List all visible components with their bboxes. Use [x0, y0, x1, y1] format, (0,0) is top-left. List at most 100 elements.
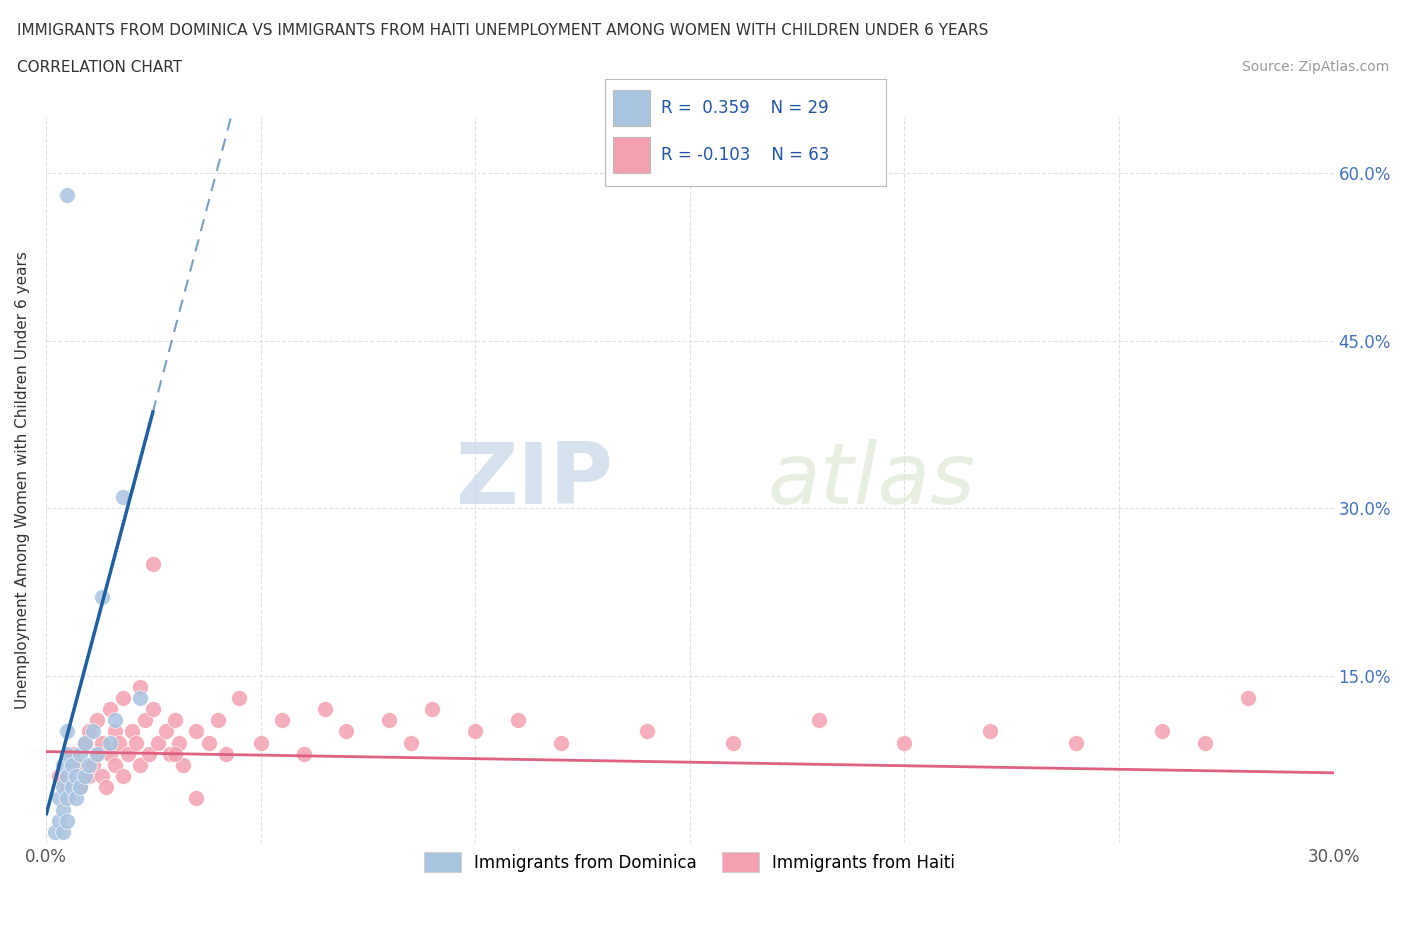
- Point: [215, 747, 238, 762]
- Point: [104, 758, 127, 773]
- Y-axis label: Unemployment Among Women with Children Under 6 years: Unemployment Among Women with Children U…: [15, 251, 30, 710]
- Point: [172, 758, 194, 773]
- Point: [104, 724, 127, 739]
- Point: [335, 724, 357, 739]
- Text: CORRELATION CHART: CORRELATION CHART: [17, 60, 181, 75]
- Point: [159, 747, 181, 762]
- Text: R =  0.359    N = 29: R = 0.359 N = 29: [661, 99, 828, 117]
- Point: [44, 825, 66, 840]
- Point: [112, 489, 135, 504]
- Point: [155, 724, 177, 739]
- Point: [56, 780, 79, 795]
- Point: [121, 724, 143, 739]
- Point: [77, 758, 100, 773]
- Point: [108, 736, 131, 751]
- Point: [56, 791, 79, 806]
- Text: Source: ZipAtlas.com: Source: ZipAtlas.com: [1241, 60, 1389, 74]
- Point: [52, 758, 75, 773]
- Point: [48, 769, 70, 784]
- Point: [60, 780, 83, 795]
- Point: [90, 590, 112, 604]
- Point: [167, 736, 190, 751]
- Point: [77, 724, 100, 739]
- Point: [893, 736, 915, 751]
- Point: [125, 736, 148, 751]
- Point: [65, 791, 87, 806]
- Point: [56, 724, 79, 739]
- Point: [399, 736, 422, 751]
- Text: ZIP: ZIP: [454, 439, 613, 522]
- Point: [271, 713, 294, 728]
- Point: [82, 724, 104, 739]
- Point: [69, 780, 91, 795]
- Point: [82, 758, 104, 773]
- Point: [721, 736, 744, 751]
- Point: [98, 747, 121, 762]
- Point: [112, 691, 135, 706]
- Point: [636, 724, 658, 739]
- Point: [207, 713, 229, 728]
- Legend: Immigrants from Dominica, Immigrants from Haiti: Immigrants from Dominica, Immigrants fro…: [418, 845, 962, 879]
- Point: [1064, 736, 1087, 751]
- Point: [198, 736, 221, 751]
- Point: [77, 769, 100, 784]
- Point: [73, 769, 96, 784]
- Text: R = -0.103    N = 63: R = -0.103 N = 63: [661, 146, 830, 164]
- Bar: [613, 137, 650, 173]
- Point: [69, 747, 91, 762]
- Text: IMMIGRANTS FROM DOMINICA VS IMMIGRANTS FROM HAITI UNEMPLOYMENT AMONG WOMEN WITH : IMMIGRANTS FROM DOMINICA VS IMMIGRANTS F…: [17, 23, 988, 38]
- Point: [420, 702, 443, 717]
- Bar: [613, 89, 650, 126]
- Point: [163, 747, 186, 762]
- Point: [56, 747, 79, 762]
- Point: [134, 713, 156, 728]
- Point: [550, 736, 572, 751]
- Point: [979, 724, 1001, 739]
- Point: [378, 713, 401, 728]
- Point: [186, 791, 208, 806]
- Point: [508, 713, 530, 728]
- Point: [1236, 691, 1258, 706]
- Point: [186, 724, 208, 739]
- Point: [163, 713, 186, 728]
- Point: [142, 702, 165, 717]
- Point: [98, 702, 121, 717]
- Point: [138, 747, 160, 762]
- Point: [1150, 724, 1173, 739]
- Point: [142, 556, 165, 571]
- Point: [292, 747, 315, 762]
- Point: [48, 791, 70, 806]
- Point: [94, 780, 117, 795]
- Point: [56, 814, 79, 829]
- Point: [314, 702, 336, 717]
- Point: [60, 747, 83, 762]
- Point: [69, 780, 91, 795]
- Point: [146, 736, 169, 751]
- Point: [464, 724, 486, 739]
- Point: [129, 680, 152, 695]
- Point: [52, 780, 75, 795]
- Point: [52, 825, 75, 840]
- Point: [56, 188, 79, 203]
- Text: atlas: atlas: [768, 439, 976, 522]
- Point: [86, 747, 108, 762]
- Point: [117, 747, 139, 762]
- Point: [129, 691, 152, 706]
- Point: [129, 758, 152, 773]
- Point: [98, 736, 121, 751]
- Point: [73, 736, 96, 751]
- Point: [48, 814, 70, 829]
- Point: [52, 803, 75, 817]
- Point: [112, 769, 135, 784]
- Point: [1194, 736, 1216, 751]
- Point: [65, 758, 87, 773]
- Point: [90, 769, 112, 784]
- Point: [60, 758, 83, 773]
- Point: [249, 736, 271, 751]
- Point: [86, 713, 108, 728]
- Point: [104, 713, 127, 728]
- Point: [90, 736, 112, 751]
- Point: [228, 691, 250, 706]
- Point: [65, 769, 87, 784]
- Point: [73, 736, 96, 751]
